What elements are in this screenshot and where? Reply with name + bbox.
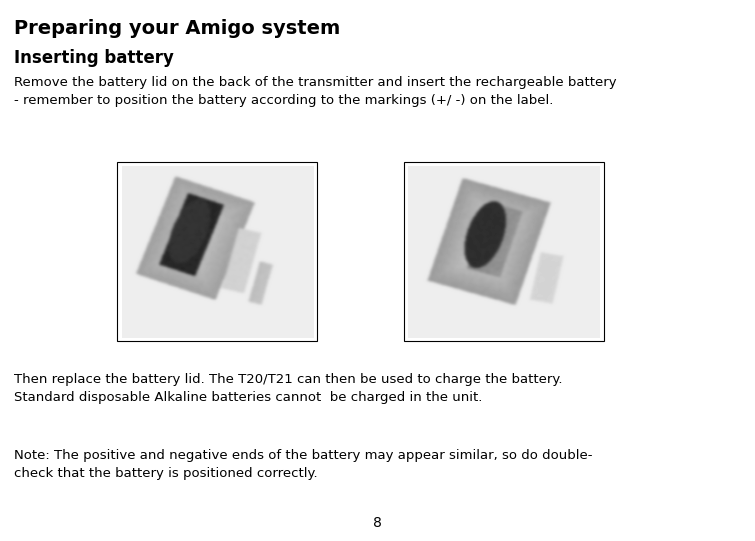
Text: Inserting battery: Inserting battery <box>14 49 174 67</box>
Bar <box>404 162 604 341</box>
Text: Remove the battery lid on the back of the transmitter and insert the rechargeabl: Remove the battery lid on the back of th… <box>14 76 616 107</box>
Text: Note: The positive and negative ends of the battery may appear similar, so do do: Note: The positive and negative ends of … <box>14 449 592 480</box>
Text: Preparing your Amigo system: Preparing your Amigo system <box>14 19 340 38</box>
Bar <box>117 162 317 341</box>
Text: Then replace the battery lid. The T20/T21 can then be used to charge the battery: Then replace the battery lid. The T20/T2… <box>14 373 562 404</box>
Text: 8: 8 <box>373 516 382 530</box>
